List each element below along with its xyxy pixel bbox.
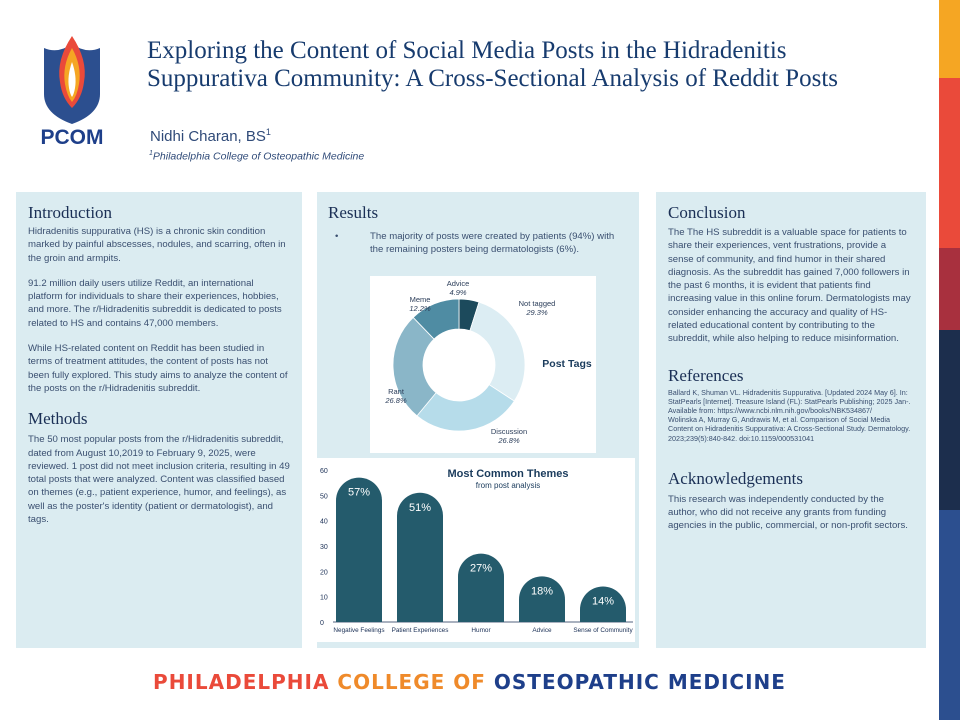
footer-word-philadelphia: PHILADELPHIA bbox=[153, 670, 338, 694]
author-superscript: 1 bbox=[265, 127, 271, 137]
x-category-label: Negative Feelings bbox=[333, 627, 384, 634]
bullet-icon: • bbox=[335, 231, 339, 242]
intro-paragraph-1: Hidradenitis suppurativa (HS) is a chron… bbox=[28, 226, 286, 264]
donut-slice-not-tagged bbox=[469, 301, 526, 402]
x-category-label: Advice bbox=[532, 627, 552, 634]
y-tick-label: 60 bbox=[320, 468, 328, 475]
themes-bar-chart: Most Common Themes from post analysis 0 1… bbox=[317, 458, 635, 642]
stripe-segment bbox=[939, 510, 960, 720]
x-category-label: Sense of Community bbox=[573, 627, 633, 634]
bar-advice bbox=[519, 576, 565, 622]
bar-chart-subtitle: from post analysis bbox=[476, 481, 540, 490]
y-tick-label: 10 bbox=[320, 595, 328, 602]
donut-label: Not tagged bbox=[519, 299, 556, 308]
right-panel: Conclusion The The HS subreddit is a val… bbox=[656, 192, 926, 648]
methods-heading: Methods bbox=[28, 409, 88, 429]
left-panel: Introduction Hidradenitis suppurativa (H… bbox=[16, 192, 302, 648]
pcom-logo: PCOM bbox=[38, 34, 106, 152]
color-stripe bbox=[939, 0, 960, 720]
results-heading: Results bbox=[328, 203, 379, 222]
y-tick-label: 40 bbox=[320, 519, 328, 526]
intro-paragraph-2: 91.2 million daily users utilize Reddit,… bbox=[28, 277, 282, 329]
acknowledgements-heading: Acknowledgements bbox=[668, 468, 804, 488]
footer-word-college: COLLEGE OF bbox=[337, 670, 494, 694]
bar-humor bbox=[458, 553, 504, 622]
x-category-label: Humor bbox=[471, 627, 491, 634]
y-tick-label: 50 bbox=[320, 493, 328, 500]
bar-patient-experiences bbox=[397, 492, 443, 622]
bar-value-label: 14% bbox=[592, 596, 614, 608]
flame-shield-icon bbox=[44, 36, 100, 124]
footer-word-osteopathic: OSTEOPATHIC MEDICINE bbox=[493, 670, 786, 694]
donut-value-label: 26.8% bbox=[384, 396, 407, 405]
donut-value-label: 12.2% bbox=[409, 304, 431, 313]
donut-slice-meme bbox=[412, 298, 460, 340]
donut-label: Advice bbox=[447, 279, 470, 288]
donut-label: Meme bbox=[410, 295, 431, 304]
y-tick-label: 20 bbox=[320, 569, 328, 576]
affiliation-superscript: 1 bbox=[149, 150, 153, 157]
logo-text: PCOM bbox=[40, 126, 104, 149]
results-bullet: • The majority of posts were created by … bbox=[335, 230, 625, 257]
intro-paragraph-3: While HS-related content on Reddit has b… bbox=[28, 343, 288, 394]
bar-chart-svg: Most Common Themes from post analysis 0 1… bbox=[320, 468, 633, 634]
author-name: Nidhi Charan, BS1 bbox=[150, 127, 271, 145]
results-bullet-text: The majority of posts were created by pa… bbox=[370, 231, 615, 256]
conclusion-heading: Conclusion bbox=[668, 203, 746, 222]
results-panel: Results • The majority of posts were cre… bbox=[317, 192, 639, 648]
conclusion-text: The The HS subreddit is a valuable space… bbox=[668, 227, 911, 345]
reference-2: Wolinska A, Murray G, Andrawis M, et al.… bbox=[668, 415, 911, 443]
references-heading: References bbox=[668, 365, 744, 385]
affiliation: 1Philadelphia College of Osteopathic Med… bbox=[149, 150, 364, 163]
acknowledgements-text: This research was independently conducte… bbox=[668, 493, 908, 532]
poster-header: PCOM Exploring the Content of Social Med… bbox=[0, 0, 939, 180]
bar-chart-title: Most Common Themes bbox=[447, 468, 568, 480]
bar-value-label: 51% bbox=[409, 502, 431, 514]
donut-label: Discussion bbox=[491, 427, 527, 436]
donut-value-label: 4.9% bbox=[449, 288, 466, 297]
methods-text: The 50 most popular posts from the r/Hid… bbox=[28, 434, 290, 526]
stripe-segment bbox=[939, 248, 960, 330]
bar-sense-of-community bbox=[580, 586, 626, 622]
stripe-segment bbox=[939, 0, 960, 78]
introduction-heading: Introduction bbox=[28, 203, 113, 222]
bar-value-label: 27% bbox=[470, 563, 492, 575]
stripe-segment bbox=[939, 78, 960, 248]
bar-value-label: 18% bbox=[531, 585, 553, 597]
donut-value-label: 26.8% bbox=[497, 436, 520, 445]
reference-1: Ballard K, Shuman VL. Hidradenitis Suppu… bbox=[668, 387, 911, 416]
x-category-label: Patient Experiences bbox=[392, 627, 449, 634]
y-tick-label: 30 bbox=[320, 544, 328, 551]
donut-value-label: 29.3% bbox=[525, 308, 548, 317]
stripe-segment bbox=[939, 330, 960, 510]
donut-title: Post Tags bbox=[542, 358, 592, 370]
footer-banner: PHILADELPHIA COLLEGE OF OSTEOPATHIC MEDI… bbox=[0, 670, 939, 694]
post-tags-chart: Post Tags Advice 4.9% Not tagged 29.3% Discu… bbox=[370, 276, 596, 453]
author-name-text: Nidhi Charan, BS bbox=[150, 128, 266, 145]
bar-negative-feelings bbox=[336, 477, 382, 622]
y-tick-label: 0 bbox=[320, 620, 324, 627]
affiliation-text: Philadelphia College of Osteopathic Medi… bbox=[152, 150, 365, 163]
donut-label: Rant bbox=[388, 387, 405, 396]
bar-value-label: 57% bbox=[348, 487, 370, 499]
poster-title: Exploring the Content of Social Media Po… bbox=[147, 37, 838, 92]
